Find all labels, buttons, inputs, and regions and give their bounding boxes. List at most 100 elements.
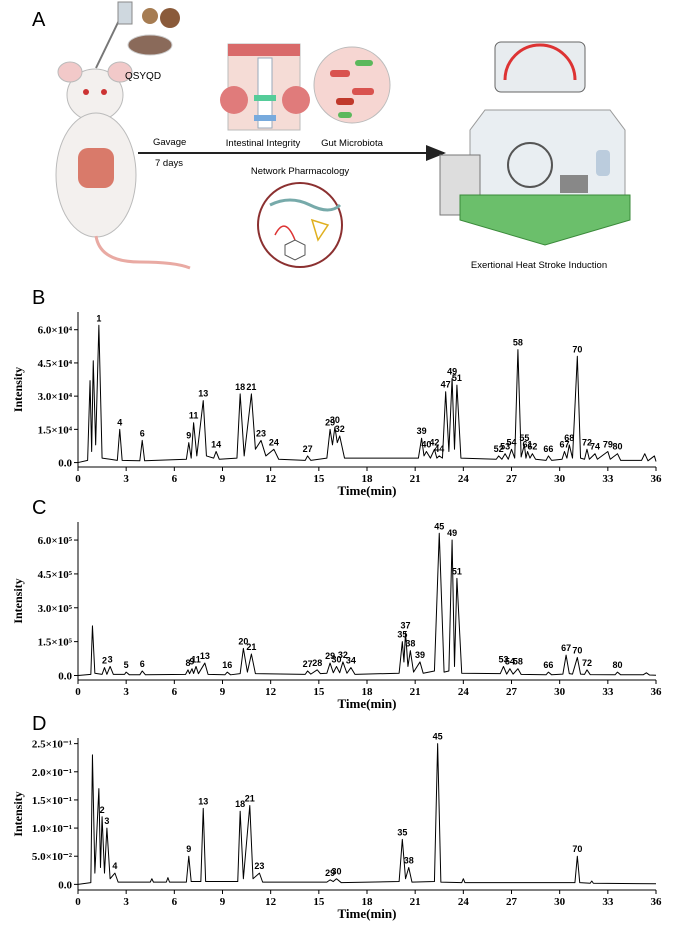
peak-label: 70 xyxy=(572,844,582,854)
x-tick-label: 18 xyxy=(362,473,374,485)
peak-label: 35 xyxy=(397,630,407,640)
peak-label: 4 xyxy=(112,861,117,871)
x-tick-label: 30 xyxy=(554,686,566,698)
peak-label: 55 xyxy=(519,433,529,443)
x-tick-label: 12 xyxy=(265,473,277,485)
intestinal-label: Intestinal Integrity xyxy=(226,138,301,149)
x-tick-label: 9 xyxy=(220,896,226,908)
panel-label: C xyxy=(32,497,46,519)
gavage-label: Gavage xyxy=(153,137,186,148)
x-tick-label: 6 xyxy=(172,686,178,698)
y-tick-label: 0.0 xyxy=(58,458,72,470)
y-tick-label: 6.0×10⁵ xyxy=(38,535,73,547)
peak-label: 80 xyxy=(612,442,622,452)
peak-label: 14 xyxy=(211,440,221,450)
y-tick-label: 3.0×10⁴ xyxy=(38,391,73,403)
peak-label: 34 xyxy=(346,656,356,666)
peak-label: 2 xyxy=(100,805,105,815)
x-tick-label: 0 xyxy=(75,473,81,485)
peak-label: 8 xyxy=(185,658,190,668)
peak-label: 74 xyxy=(590,442,600,452)
peak-label: 32 xyxy=(335,424,345,434)
peak-label: 24 xyxy=(269,437,279,447)
peak-label: 23 xyxy=(254,861,264,871)
peak-label: 28 xyxy=(312,658,322,668)
peak-label: 40 xyxy=(421,440,431,450)
peak-label: 42 xyxy=(429,437,439,447)
peak-label: 58 xyxy=(513,338,523,348)
x-tick-label: 24 xyxy=(458,473,470,485)
y-axis-title: Intensity xyxy=(11,791,25,836)
x-tick-label: 15 xyxy=(313,473,325,485)
y-tick-label: 4.5×10⁵ xyxy=(38,569,73,581)
peak-label: 11 xyxy=(189,411,199,421)
peak-label: 67 xyxy=(559,440,569,450)
peak-label: 9 xyxy=(186,431,191,441)
peak-label: 52 xyxy=(494,444,504,454)
peak-label: 30 xyxy=(331,654,341,664)
x-axis-title: Time(min) xyxy=(338,696,397,711)
x-tick-label: 24 xyxy=(458,896,470,908)
peak-label: 27 xyxy=(303,659,313,669)
microbiota-label: Gut Microbiota xyxy=(321,138,383,149)
peak-label: 4 xyxy=(117,417,122,427)
peak-label: 70 xyxy=(572,645,582,655)
peak-label: 38 xyxy=(404,855,414,865)
peak-label: 35 xyxy=(397,827,407,837)
peak-label: 62 xyxy=(527,442,537,452)
x-tick-label: 0 xyxy=(75,896,81,908)
drug-label: QSYQD xyxy=(125,71,161,82)
x-tick-label: 27 xyxy=(506,896,518,908)
y-tick-label: 1.5×10⁻¹ xyxy=(32,795,72,807)
x-tick-label: 18 xyxy=(362,686,374,698)
chromatogram-line xyxy=(77,324,657,464)
peak-label: 58 xyxy=(513,657,523,667)
peak-label: 70 xyxy=(572,344,582,354)
peak-label: 39 xyxy=(415,650,425,660)
peak-label: 6 xyxy=(140,659,145,669)
x-tick-label: 33 xyxy=(602,686,614,698)
x-tick-label: 30 xyxy=(554,896,566,908)
peak-label: 18 xyxy=(235,799,245,809)
y-tick-label: 1.5×10⁴ xyxy=(38,424,73,436)
peak-label: 13 xyxy=(198,796,208,806)
peak-label: 79 xyxy=(603,440,613,450)
y-tick-label: 3.0×10⁵ xyxy=(38,603,73,615)
x-tick-label: 21 xyxy=(410,896,421,908)
peak-label: 53 xyxy=(498,654,508,664)
x-axis-title: Time(min) xyxy=(338,906,397,921)
peak-label: 21 xyxy=(246,382,256,392)
peak-label: 32 xyxy=(338,650,348,660)
peak-label: 47 xyxy=(441,380,451,390)
x-tick-label: 36 xyxy=(651,896,663,908)
x-tick-label: 12 xyxy=(265,896,277,908)
peak-label: 44 xyxy=(434,444,444,454)
x-tick-label: 3 xyxy=(123,473,129,485)
peak-label: 2 xyxy=(102,656,107,666)
peak-label: 1 xyxy=(96,313,101,323)
x-tick-label: 27 xyxy=(506,686,518,698)
y-tick-label: 2.5×10⁻¹ xyxy=(32,739,72,751)
peak-label: 45 xyxy=(433,732,443,742)
x-tick-label: 6 xyxy=(172,473,178,485)
heat-chamber-illustration xyxy=(439,41,631,246)
peak-label: 49 xyxy=(447,528,457,538)
x-tick-label: 3 xyxy=(123,896,129,908)
peak-label: 21 xyxy=(245,794,255,804)
model-label: Exertional Heat Stroke Induction xyxy=(471,260,607,271)
y-axis-title: Intensity xyxy=(11,578,25,623)
x-tick-label: 9 xyxy=(220,686,226,698)
y-tick-label: 5.0×10⁻² xyxy=(32,851,73,863)
peak-label: 13 xyxy=(200,651,210,661)
peak-label: 80 xyxy=(612,660,622,670)
x-tick-label: 9 xyxy=(220,473,226,485)
chromatogram-panel: D 0.0 5.0×10⁻² 1.0×10⁻¹ 1.5×10⁻¹ 2.0×10⁻¹ 2.5×… xyxy=(11,713,662,921)
peak-label: 38 xyxy=(405,639,415,649)
peak-label: 66 xyxy=(543,660,553,670)
peak-label: 3 xyxy=(108,654,113,664)
peak-label: 9 xyxy=(189,657,194,667)
chromatogram-line xyxy=(77,743,657,885)
x-tick-label: 36 xyxy=(651,686,663,698)
x-axis-title: Time(min) xyxy=(338,483,397,498)
